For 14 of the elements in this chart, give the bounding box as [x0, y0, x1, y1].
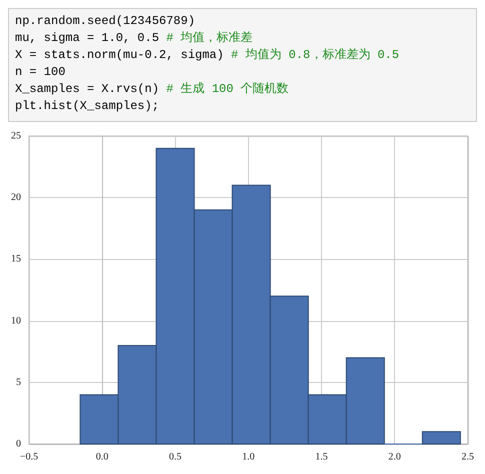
y-tick-label: 25 — [11, 130, 21, 142]
y-tick-label: 15 — [11, 254, 21, 265]
y-tick-label: 0 — [16, 438, 21, 450]
x-tick-label: 2.5 — [462, 452, 474, 462]
text: np.random.seed(123456789) mu, sigma = 1.0, 0.5 # 均值，标准差 X = stats.norm(mu-0.2, sigma) # 均值为 0.8，标准差为 0.5 n = 100 X_samples = X.rvs(n) # 生成 100 个随机数 plt.hist(X_samples); — [15, 14, 400, 113]
y-tick-label: 20 — [11, 192, 21, 204]
x-tick-label: 0.5 — [169, 452, 182, 462]
x-tick-label: 1.5 — [315, 452, 328, 462]
y-tick-label: 5 — [16, 376, 21, 388]
y-tick-label: 10 — [11, 315, 21, 326]
x-tick-label: 0.0 — [96, 452, 108, 462]
x-tick-label: 1.0 — [242, 452, 255, 462]
x-tick-label: −0.5 — [20, 452, 38, 462]
x-tick-label: 2.0 — [388, 452, 401, 462]
